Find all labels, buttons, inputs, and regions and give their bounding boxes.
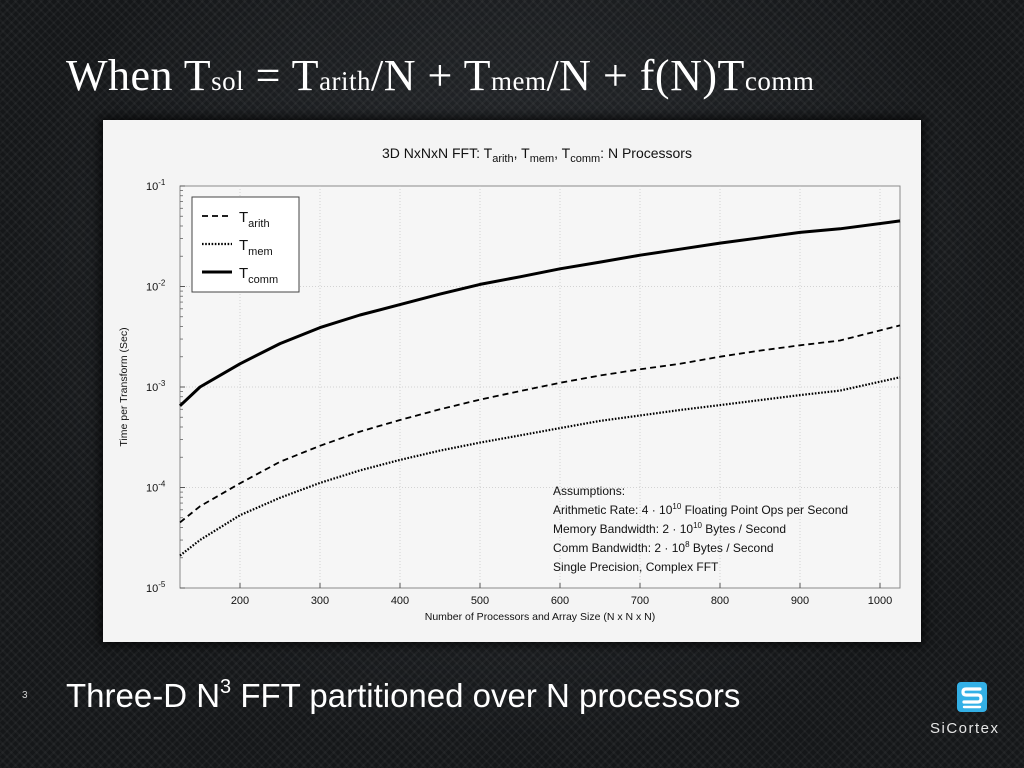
series-line-arith [179, 324, 901, 524]
y-tick-label: 10-4 [146, 480, 166, 495]
slide-caption: Three-D N3 FFT partitioned over N proces… [66, 676, 740, 715]
legend-label-arith-sub: arith [248, 218, 269, 230]
chart-title-sep-1: , T [514, 145, 531, 161]
chart-title-sep-2: , T [554, 145, 571, 161]
legend-label-comm: Tcomm [239, 265, 278, 286]
chart-title-sub-mem: mem [530, 153, 554, 165]
title-text-3: /N + T [371, 51, 491, 100]
x-tick-label: 600 [551, 595, 569, 607]
y-tick-label: 10-3 [146, 379, 166, 394]
y-tick-label: 10-1 [146, 178, 166, 193]
assumption-mem-exp: 10 [693, 521, 702, 530]
title-sub-sol: sol [211, 66, 245, 96]
chart-title-sub-comm: comm [570, 153, 600, 165]
chart-title: 3D NxNxN FFT: Tarith, Tmem, Tcomm: N Pro… [382, 145, 692, 165]
series-line-comm [178, 219, 901, 407]
title-text-4: /N + f(N)T [546, 51, 745, 100]
y-axis-label: Time per Transform (Sec) [118, 327, 130, 446]
assumption-comm-rest: Bytes / Second [690, 541, 774, 555]
caption-superscript: 3 [220, 676, 232, 698]
y-tick-label: 10-5 [146, 580, 166, 595]
x-tick-label: 800 [711, 595, 729, 607]
assumption-arith-exp: 10 [672, 502, 681, 511]
assumptions-annotation: Assumptions: Arithmetic Rate: 4 · 1010 F… [553, 484, 848, 574]
x-tick-label: 900 [791, 595, 809, 607]
x-axis-label: Number of Processors and Array Size (N x… [425, 611, 655, 623]
y-tick-label: 10-2 [146, 279, 166, 294]
sicortex-logo: SiCortex [926, 678, 1016, 738]
legend: Tarith Tmem Tcomm [191, 196, 300, 293]
x-tick-label: 300 [311, 595, 329, 607]
caption-pre: Three-D N [66, 677, 221, 714]
title-sub-comm: comm [744, 66, 815, 96]
title-text-1: When T [66, 51, 212, 100]
x-tick-label: 200 [231, 595, 249, 607]
assumption-arith-text: Arithmetic Rate: 4 · 10 [553, 503, 673, 517]
caption-post: FFT partitioned over N processors [231, 677, 741, 714]
x-tick-label: 1000 [868, 595, 892, 607]
legend-label-mem-main: T [239, 237, 248, 254]
sicortex-logo-icon [957, 682, 987, 712]
fft-timing-chart: 3D NxNxN FFT: Tarith, Tmem, Tcomm: N Pro… [118, 145, 901, 623]
assumption-comm-text: Comm Bandwidth: 2 · 10 [553, 541, 685, 555]
chart-title-sub-arith: arith [492, 153, 513, 165]
series-lines [178, 219, 901, 557]
legend-label-comm-main: T [239, 265, 248, 282]
assumption-comm-exp: 8 [685, 540, 690, 549]
series-line-mem [179, 376, 901, 557]
title-sub-mem: mem [490, 66, 547, 96]
x-tick-label: 400 [391, 595, 409, 607]
chart-title-prefix: 3D NxNxN FFT: T [382, 145, 493, 161]
assumptions-heading: Assumptions: [553, 484, 625, 498]
sicortex-logo-text: SiCortex [930, 720, 1000, 737]
chart-title-suffix: : N Processors [600, 145, 692, 161]
x-tick-label: 500 [471, 595, 489, 607]
legend-label-comm-sub: comm [248, 274, 278, 286]
x-tick-label: 700 [631, 595, 649, 607]
title-sub-arith: arith [319, 66, 372, 96]
slide-title: When Tsol = Tarith/N + Tmem/N + f(N)Tcom… [66, 50, 814, 101]
slide-number: 3 [22, 690, 28, 701]
assumption-comm-bandwidth: Comm Bandwidth: 2 · 108 Bytes / Second [553, 540, 774, 555]
legend-label-arith-main: T [239, 209, 248, 226]
assumption-arith-rate: Arithmetic Rate: 4 · 1010 Floating Point… [553, 502, 848, 517]
assumption-mem-rest: Bytes / Second [702, 522, 786, 536]
title-text-2: = T [244, 51, 320, 100]
assumption-mem-bandwidth: Memory Bandwidth: 2 · 1010 Bytes / Secon… [553, 521, 786, 536]
legend-label-mem: Tmem [239, 237, 273, 258]
legend-label-arith: Tarith [239, 209, 270, 230]
assumption-mem-text: Memory Bandwidth: 2 · 10 [553, 522, 693, 536]
assumption-precision: Single Precision, Complex FFT [553, 560, 719, 574]
assumption-arith-rest: Floating Point Ops per Second [681, 503, 848, 517]
chart-frame: 3D NxNxN FFT: Tarith, Tmem, Tcomm: N Pro… [103, 120, 921, 642]
legend-label-mem-sub: mem [248, 246, 272, 258]
